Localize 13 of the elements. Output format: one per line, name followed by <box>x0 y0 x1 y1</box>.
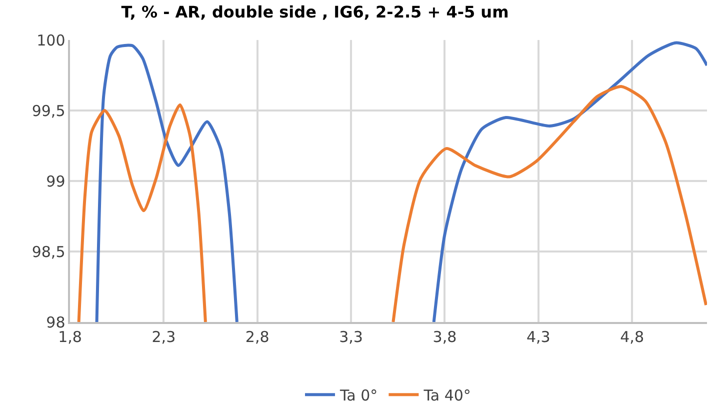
x-tick-label: 2,8 <box>245 328 270 346</box>
x-tick-label: 2,3 <box>152 328 176 346</box>
x-tick-label: 3,3 <box>339 328 363 346</box>
chart-title: T, % - AR, double side , IG6, 2-2.5 + 4-5 um <box>121 2 509 22</box>
x-tick-label: 4,8 <box>620 328 644 346</box>
y-tick-label: 99,5 <box>32 102 66 120</box>
y-tick-label: 99 <box>46 172 66 190</box>
y-tick-label: 98,5 <box>32 242 66 261</box>
x-tick-label: 4,3 <box>526 328 550 346</box>
y-tick-label: 100 <box>36 31 66 50</box>
x-tick-label: 3,8 <box>432 328 457 346</box>
legend-label: Ta 0° <box>339 386 378 404</box>
legend-label: Ta 40° <box>422 386 471 404</box>
